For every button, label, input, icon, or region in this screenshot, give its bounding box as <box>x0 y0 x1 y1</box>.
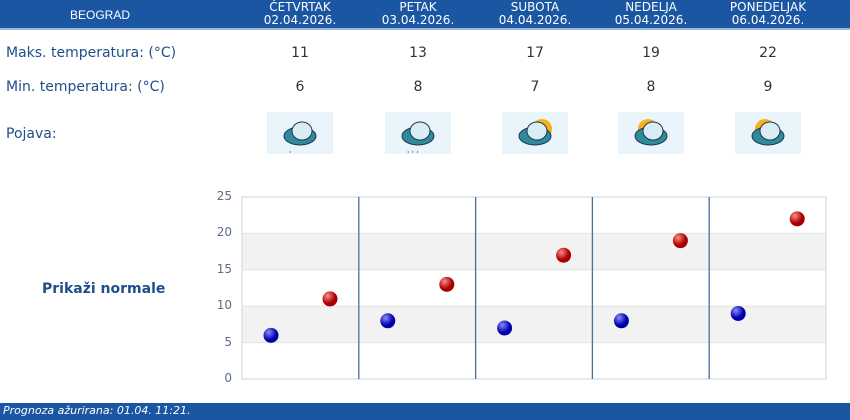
min-temp-value: 8 <box>413 79 423 95</box>
cloud-light-rain-icon: ˌ <box>267 112 333 154</box>
forecast-header: BEOGRAD ČETVRTAK 02.04.2026. PETAK 03.04.20… <box>0 0 850 30</box>
min-temp-value: 8 <box>646 79 656 95</box>
min-temp-point <box>497 320 513 336</box>
day-name: NEDELJA <box>625 0 677 14</box>
min-temp-point <box>730 305 746 321</box>
max-temp-point <box>789 211 805 227</box>
day-date: 04.04.2026. <box>498 13 572 27</box>
temperature-chart <box>241 196 827 380</box>
max-temp-point <box>556 247 572 263</box>
cloud-rain-icon: ˌ ˌ ˌ <box>385 112 451 154</box>
grid-band <box>242 306 826 343</box>
cloud-sun-icon <box>502 112 568 154</box>
min-temp-point <box>613 313 629 329</box>
max-temp-value: 17 <box>526 45 544 61</box>
day-header: ČETVRTAK 02.04.2026. <box>245 1 355 27</box>
plot-border <box>241 196 827 380</box>
svg-text:ˌ: ˌ <box>289 145 291 154</box>
min-temp-point <box>263 327 279 343</box>
day-name: ČETVRTAK <box>269 0 331 14</box>
day-name: PETAK <box>399 0 437 14</box>
day-date: 03.04.2026. <box>381 13 455 27</box>
max-temp-point <box>439 276 455 292</box>
day-date: 05.04.2026. <box>614 13 688 27</box>
y-tick-label: 0 <box>224 371 232 385</box>
min-temp-value: 6 <box>295 79 305 95</box>
max-temp-value: 11 <box>291 45 309 61</box>
max-temp-value: 19 <box>642 45 660 61</box>
day-header: SUBOTA 04.04.2026. <box>480 1 590 27</box>
y-tick-label: 20 <box>216 225 232 240</box>
min-temp-point <box>380 313 396 329</box>
max-temp-label: Maks. temperatura: (°C) <box>6 45 177 61</box>
day-name: SUBOTA <box>510 0 560 14</box>
day-header: PONEDELJAK 06.04.2026. <box>713 1 823 27</box>
sun-cloud-icon <box>735 112 801 154</box>
sun-cloud-icon <box>618 112 684 154</box>
svg-text:ˌ ˌ ˌ: ˌ ˌ ˌ <box>407 145 419 154</box>
y-tick-label: 10 <box>216 298 232 313</box>
city-name: BEOGRAD <box>69 8 130 22</box>
forecast-updated: Prognoza ažurirana: 01.04. 11:21. <box>0 403 850 420</box>
day-name: PONEDELJAK <box>729 0 807 14</box>
day-header: NEDELJA 05.04.2026. <box>596 1 706 27</box>
min-temp-label: Min. temperatura: (°C) <box>6 79 165 95</box>
min-temp-value: 9 <box>763 79 773 95</box>
y-tick-label: 15 <box>216 261 232 276</box>
y-tick-label: 5 <box>224 334 232 349</box>
max-temp-point <box>322 291 338 307</box>
show-normals-link[interactable]: Prikaži normale <box>42 281 166 297</box>
grid-band <box>242 233 826 270</box>
max-temp-value: 13 <box>409 45 427 61</box>
day-date: 02.04.2026. <box>263 13 337 27</box>
max-temp-point <box>672 233 688 249</box>
max-temp-value: 22 <box>759 45 777 61</box>
min-temp-value: 7 <box>530 79 540 95</box>
phenomenon-label: Pojava: <box>6 126 57 142</box>
day-date: 06.04.2026. <box>731 13 805 27</box>
day-header: PETAK 03.04.2026. <box>363 1 473 27</box>
y-tick-label: 25 <box>216 189 232 203</box>
